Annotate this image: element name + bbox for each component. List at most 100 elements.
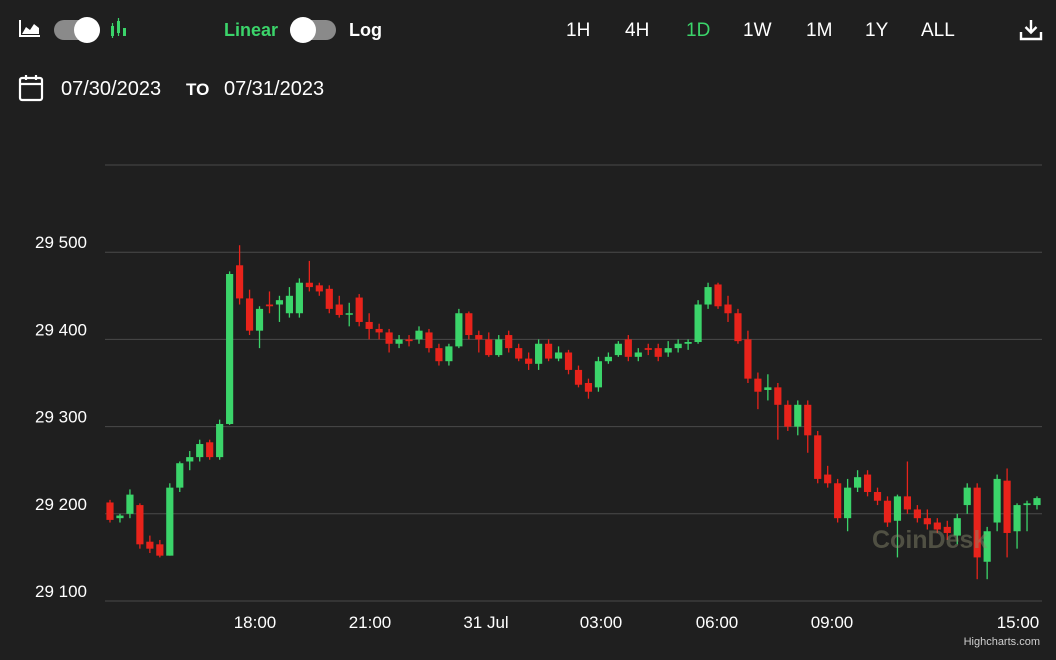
candle[interactable] [704,282,712,309]
candle[interactable] [455,308,463,349]
candle[interactable] [156,539,164,558]
candle[interactable] [465,311,473,340]
candle[interactable] [873,487,882,506]
candle[interactable] [166,483,174,556]
candle[interactable] [734,308,742,344]
highcharts-credits[interactable]: Highcharts.com [963,636,1040,648]
candle[interactable] [1033,496,1041,510]
candle[interactable] [525,352,533,370]
candle[interactable] [584,378,593,399]
candle[interactable] [146,535,154,554]
candle[interactable] [624,335,632,362]
candle[interactable] [315,282,323,296]
candle[interactable] [395,335,403,349]
candle[interactable] [415,326,423,344]
candle[interactable] [435,343,443,366]
candle[interactable] [535,339,543,370]
range-1m-button[interactable]: 1M [806,20,833,41]
candle[interactable] [265,291,274,314]
candle[interactable] [903,461,912,514]
candle[interactable] [345,302,353,327]
candle[interactable] [714,282,722,309]
candle[interactable] [186,451,194,471]
candle[interactable] [136,503,144,549]
candle[interactable] [594,356,603,392]
candle[interactable] [475,330,483,353]
candle[interactable] [844,478,852,532]
candle[interactable] [445,343,453,366]
log-scale-label[interactable]: Log [349,20,382,40]
range-1w-button[interactable]: 1W [743,20,772,41]
candle[interactable] [1003,468,1011,558]
candle[interactable] [634,348,642,362]
candle[interactable] [963,483,971,514]
candle[interactable] [245,289,254,336]
candle[interactable] [375,323,383,340]
candle[interactable] [355,294,363,327]
range-1h-button[interactable]: 1H [566,20,591,41]
candle[interactable] [923,509,931,530]
candle[interactable] [495,335,503,357]
candle[interactable] [863,470,872,497]
candle[interactable] [614,341,622,357]
candle[interactable] [953,513,961,545]
candle[interactable] [505,330,513,353]
candle[interactable] [385,328,393,353]
candle[interactable] [834,478,842,523]
candle[interactable] [973,483,981,580]
candle[interactable] [574,365,583,388]
candle[interactable] [564,349,573,375]
candle[interactable] [226,271,234,425]
candle[interactable] [754,372,762,410]
chart-type-toggle[interactable] [54,17,100,43]
candle[interactable] [664,341,672,357]
candle[interactable] [993,474,1001,532]
candle[interactable] [235,245,244,305]
candle[interactable] [913,505,921,523]
candle[interactable] [604,352,612,364]
candle[interactable] [544,339,553,362]
date-to-field[interactable]: 07/31/2023 [224,78,325,100]
candle[interactable] [305,260,313,292]
range-4h-button[interactable]: 4H [625,20,650,41]
candle[interactable] [116,513,124,523]
candle[interactable] [295,278,303,318]
candlestick-chart-icon[interactable] [109,18,127,38]
candle[interactable] [654,343,662,362]
candle[interactable] [804,400,812,453]
area-chart-icon[interactable] [19,19,41,37]
candle[interactable] [554,346,563,362]
candle[interactable] [285,287,294,318]
candle[interactable] [684,339,692,350]
candle[interactable] [485,332,493,357]
candle[interactable] [126,489,134,519]
candle[interactable] [325,285,333,314]
candle[interactable] [255,306,264,349]
candle[interactable] [694,300,702,344]
calendar-icon[interactable] [18,74,44,102]
candle[interactable] [784,400,792,431]
candle[interactable] [106,499,114,523]
candle[interactable] [794,400,802,436]
candle[interactable] [275,295,284,322]
range-all-button[interactable]: ALL [921,20,955,41]
candle[interactable] [425,328,433,353]
candle[interactable] [724,295,732,322]
candle[interactable] [814,430,822,484]
candle[interactable] [933,518,941,533]
candle[interactable] [405,335,413,347]
download-icon[interactable] [1019,18,1043,42]
date-from-field[interactable]: 07/30/2023 [61,78,162,100]
candle[interactable] [196,439,204,462]
range-1d-button[interactable]: 1D [686,20,711,41]
candle[interactable] [515,343,523,362]
scale-toggle[interactable] [290,17,336,43]
candle[interactable] [335,295,343,318]
candle[interactable] [883,496,892,527]
range-1y-button[interactable]: 1Y [865,20,889,41]
candle[interactable] [943,520,951,540]
linear-scale-label[interactable]: Linear [224,20,279,40]
candle[interactable] [853,470,862,492]
candle[interactable] [983,526,991,580]
candle[interactable] [744,330,752,383]
